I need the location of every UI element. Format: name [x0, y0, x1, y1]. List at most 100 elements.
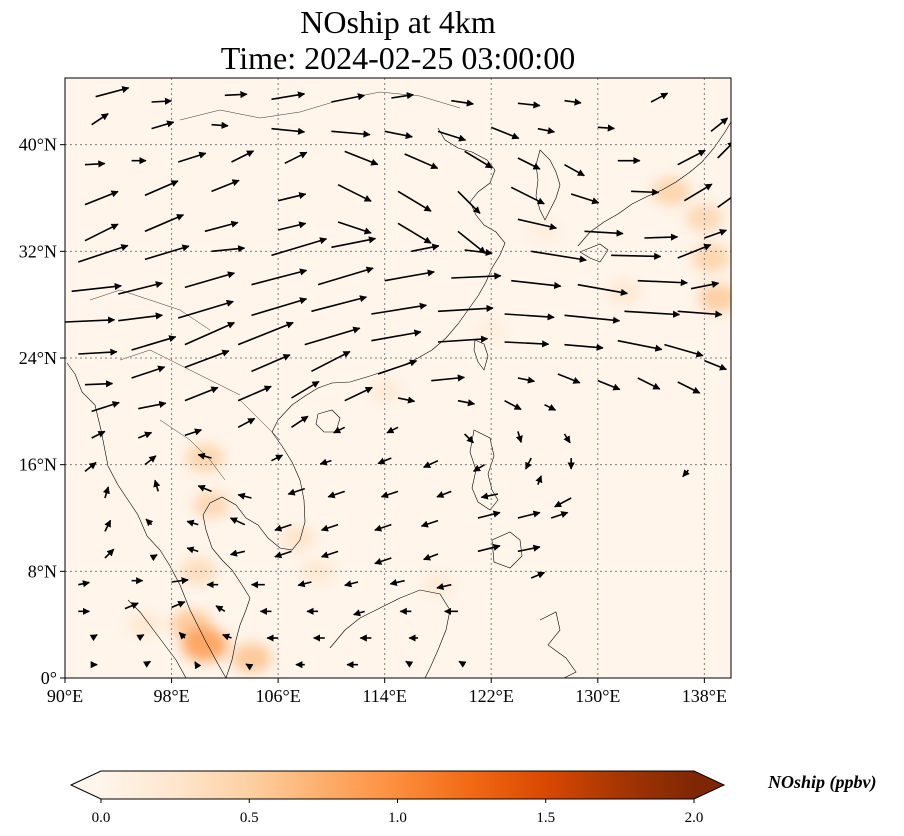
map-plot-area[interactable] [64, 77, 737, 679]
wind-arrow [677, 381, 701, 394]
lon-tick-label: 114°E [362, 686, 407, 706]
wind-arrow [564, 163, 585, 177]
lon-tick-label: 130°E [575, 686, 620, 706]
wind-arrow [504, 340, 550, 348]
wind-arrow [510, 186, 545, 205]
wind-arrow [611, 252, 662, 260]
wind-arrow [331, 130, 371, 138]
wind-arrow [237, 385, 272, 402]
coastlines [66, 91, 731, 678]
wind-arrow [184, 386, 219, 402]
wind-arrow [683, 183, 713, 202]
wind-arrow [211, 121, 229, 129]
colorbar-tick-label: 1.0 [388, 810, 407, 826]
wind-arrow [245, 663, 254, 671]
wind-arrow [277, 221, 307, 231]
concentration-hotspot [281, 525, 316, 551]
wind-arrow [535, 475, 543, 485]
wind-arrow [184, 349, 230, 369]
wind-arrow [564, 343, 604, 352]
wind-arrow [380, 490, 399, 499]
wind-arrow [682, 469, 690, 478]
wind-arrow [319, 458, 332, 466]
wind-arrow [650, 92, 669, 103]
wind-arrow [458, 660, 467, 668]
wind-arrow [178, 631, 187, 640]
colorbar-tick-label: 0.5 [240, 810, 259, 826]
wind-arrow [570, 193, 600, 205]
lat-tick-label: 32°N [19, 241, 57, 261]
wind-arrow [597, 379, 621, 391]
wind-arrow [186, 519, 199, 527]
wind-arrow [437, 335, 489, 343]
colorbar-tick-label: 2.0 [685, 810, 704, 826]
wind-arrow [677, 243, 712, 259]
wind-arrow [597, 124, 616, 132]
wind-arrow [710, 117, 729, 132]
wind-arrow [374, 557, 392, 565]
wind-arrow [477, 543, 501, 553]
wind-arrow [504, 313, 555, 321]
wind-arrow [405, 660, 414, 668]
coastline-mindanao [491, 531, 523, 569]
wind-arrow [78, 580, 91, 588]
map-title: NOship at 4km [300, 4, 496, 40]
wind-arrow [517, 157, 541, 170]
wind-arrow [197, 452, 212, 460]
concentration-hotspot [193, 491, 231, 519]
wind-arrow [637, 278, 688, 287]
wind-arrow [251, 354, 291, 373]
wind-arrow [271, 127, 306, 135]
colorbar-label: NOship (ppbv) [767, 772, 877, 793]
wind-arrow [397, 222, 432, 244]
wind-arrow [84, 380, 114, 388]
wind-arrow [704, 229, 728, 239]
wind-arrow [517, 376, 536, 384]
wind-arrow [222, 633, 232, 641]
lon-tick-label: 90°E [47, 686, 83, 706]
wind-arrow [564, 314, 621, 324]
lat-tick-label: 8°N [28, 561, 57, 581]
wind-arrow [320, 523, 339, 532]
lon-tick-label: 138°E [682, 686, 727, 706]
concentration-hotspot [698, 283, 731, 313]
wind-arrow [271, 454, 284, 462]
wind-arrow [320, 550, 339, 559]
concentration-hotspot [301, 559, 335, 584]
wind-arrow [327, 490, 345, 499]
lon-tick-label: 122°E [469, 686, 514, 706]
colorbar-ticks: 0.0 0.5 1.0 1.5 2.0 [92, 799, 704, 826]
wind-arrow [186, 546, 199, 554]
wind-arrow [337, 221, 372, 235]
wind-arrow [457, 399, 476, 407]
concentration-hotspot [692, 244, 731, 272]
colorbar-bar [101, 771, 694, 799]
wind-arrow [436, 490, 452, 498]
wind-arrow [144, 180, 179, 197]
wind-arrow [420, 519, 439, 528]
wind-arrow [344, 150, 379, 166]
wind-arrow [151, 120, 175, 130]
wind-arrow [377, 359, 418, 375]
lat-tick-label: 40°N [19, 135, 57, 155]
wind-arrow [71, 282, 122, 293]
concentration-hotspot [185, 444, 224, 472]
wind-arrow [717, 140, 731, 159]
wind-arrow [277, 192, 307, 202]
wind-arrow [143, 660, 152, 668]
wind-arrow [271, 237, 328, 257]
lat-tick-label: 16°N [19, 455, 57, 475]
coastline-korea [535, 149, 561, 221]
wind-arrow [624, 310, 681, 318]
wind-arrow [138, 400, 167, 410]
wind-arrow [145, 518, 154, 527]
wind-arrow [631, 188, 660, 196]
wind-arrow [437, 130, 467, 142]
wind-arrow [411, 243, 440, 253]
wind-arrow [131, 365, 166, 379]
wind-arrow [563, 433, 571, 444]
wind-arrow [517, 510, 541, 519]
wind-arrow [664, 343, 704, 358]
wind-arrow [171, 577, 189, 585]
wind-arrow [271, 91, 306, 101]
